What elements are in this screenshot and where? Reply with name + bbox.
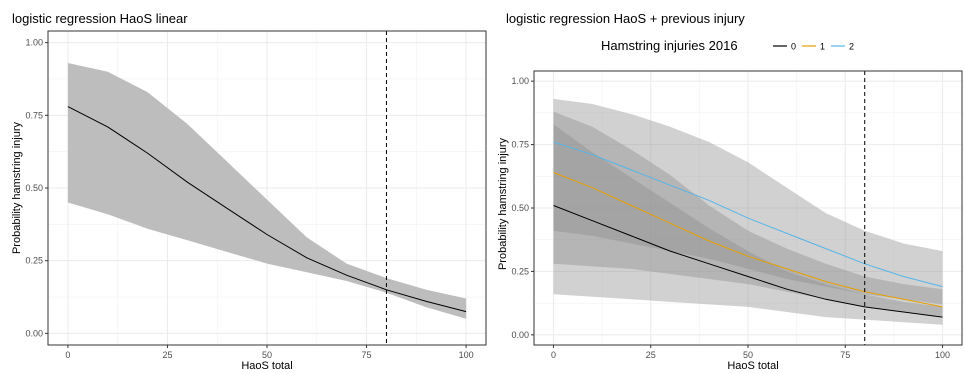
legend-label-1: 1	[820, 42, 825, 52]
left-y-tick-label: 0.50	[25, 183, 43, 193]
right-series-line-2	[553, 141, 943, 288]
right-x-axis-label: HaoS total	[727, 360, 778, 372]
left-y-tick-label: 0.75	[25, 110, 43, 120]
right-confidence-band-1	[553, 111, 943, 318]
left-series-line-0	[67, 106, 467, 313]
left-y-tick-label: 0.00	[25, 328, 43, 338]
legend-label-2: 2	[849, 42, 854, 52]
right-series-line-0	[553, 205, 943, 318]
right-y-axis-label: Probability hamstring injury	[497, 137, 509, 270]
left-x-tick-label: 0	[65, 350, 70, 360]
legend-items: 0 1 2	[773, 42, 854, 52]
left-chart: logistic regression HaoS linear 0 25 50 75 1…	[11, 11, 487, 372]
left-confidence-band-0	[67, 63, 467, 319]
right-chart-title: logistic regression HaoS + previous inju…	[506, 11, 745, 26]
right-y-tick-label: 0.00	[511, 330, 529, 340]
right-y-tick-label: 1.00	[511, 76, 529, 86]
right-y-tick-label: 0.50	[511, 203, 529, 213]
left-y-tick-label: 1.00	[25, 38, 43, 48]
right-x-tick-label: 0	[551, 350, 556, 360]
right-confidence-band-2	[553, 98, 943, 305]
left-x-axis-label: HaoS total	[241, 360, 292, 372]
left-x-tick-label: 25	[162, 350, 172, 360]
right-y-tick-label: 0.75	[511, 140, 529, 150]
left-x-tick-label: 75	[362, 350, 372, 360]
right-plot-area: 0 25 50 75 100 0.00 0.25 0.50 0.75 1.00	[511, 70, 963, 360]
right-series-line-1	[553, 172, 943, 308]
left-plot-area: 0 25 50 75 100 0.00 0.25 0.50 0.75 1.00	[25, 30, 487, 360]
left-x-tick-label: 50	[262, 350, 272, 360]
legend: Hamstring injuries 2016 0 1 2	[601, 38, 854, 53]
legend-title: Hamstring injuries 2016	[601, 38, 738, 53]
left-y-axis-label: Probability hamstring injury	[11, 121, 23, 254]
right-x-tick-label: 25	[646, 350, 656, 360]
right-x-tick-label: 100	[935, 350, 950, 360]
left-x-tick-label: 100	[459, 350, 474, 360]
legend-label-0: 0	[791, 42, 796, 52]
left-y-tick-label: 0.25	[25, 256, 43, 266]
right-chart: logistic regression HaoS + previous inju…	[497, 11, 963, 372]
left-chart-title: logistic regression HaoS linear	[12, 11, 188, 26]
right-x-tick-label: 50	[743, 350, 753, 360]
right-y-tick-label: 0.25	[511, 266, 529, 276]
right-x-tick-label: 75	[840, 350, 850, 360]
right-confidence-band-0	[553, 124, 943, 325]
